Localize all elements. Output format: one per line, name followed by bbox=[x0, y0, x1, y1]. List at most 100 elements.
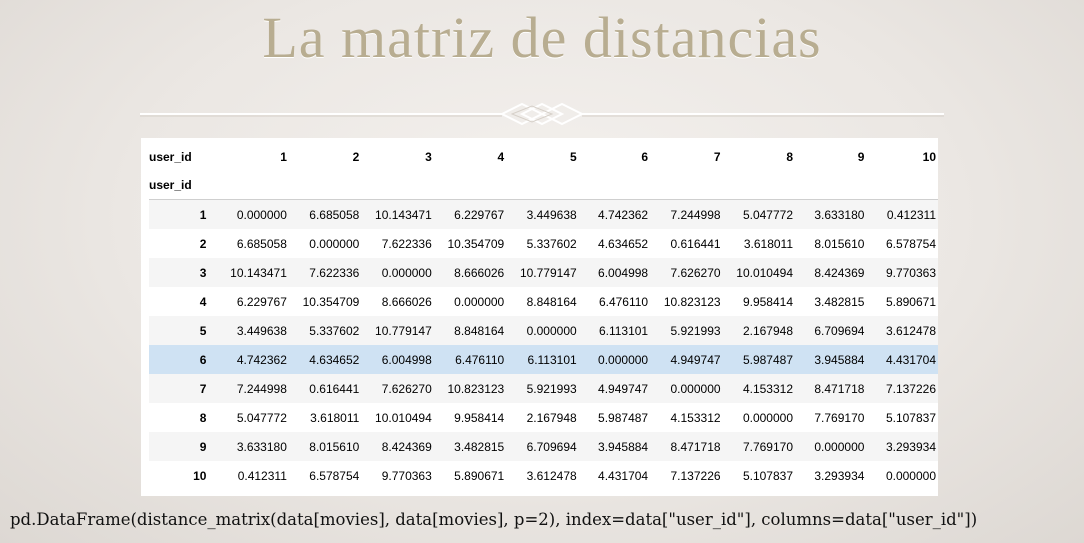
table-cell: 7.769170 bbox=[742, 439, 794, 454]
table-cell: 6.578754 bbox=[309, 468, 360, 483]
table-cell: 4.431704 bbox=[885, 352, 936, 367]
table-cell: 5.337602 bbox=[526, 236, 577, 251]
table-cell: 8.848164 bbox=[526, 294, 577, 309]
table-row: 10 0.412311 6.578754 9.770363 5.890671 3.6124… bbox=[149, 461, 938, 490]
table-row: 1 0.000000 6.685058 10.143471 6.229767 3.4496… bbox=[149, 199, 938, 229]
empty-header-cell bbox=[578, 171, 651, 200]
table-cell: 8.015610 bbox=[309, 439, 360, 454]
table-cell: 3.618011 bbox=[743, 236, 794, 251]
table-cell: 10.779147 bbox=[375, 323, 432, 338]
row-index: 10 bbox=[193, 468, 207, 483]
table-cell: 6.113101 bbox=[598, 323, 649, 338]
table-row: 5 3.449638 5.337602 10.779147 8.848164 0.0000… bbox=[149, 316, 938, 345]
table-cell: 5.921993 bbox=[526, 381, 577, 396]
row-index: 7 bbox=[199, 381, 207, 396]
table-cell: 2.167948 bbox=[742, 323, 794, 338]
table-cell: 2.167948 bbox=[526, 410, 577, 425]
empty-header-cell bbox=[288, 171, 362, 200]
row-index: 4 bbox=[199, 294, 207, 309]
table-cell: 10.354709 bbox=[302, 294, 360, 309]
empty-header-cell bbox=[722, 171, 796, 200]
table-cell: 10.010494 bbox=[375, 410, 432, 425]
table-cell: 7.626270 bbox=[670, 265, 721, 280]
table-cell: 3.449638 bbox=[526, 207, 577, 222]
table-cell: 3.293934 bbox=[885, 439, 936, 454]
column-header: 8 bbox=[786, 150, 794, 164]
table-cell: 3.612478 bbox=[885, 323, 936, 338]
table-cell: 8.666026 bbox=[381, 294, 432, 309]
column-header: 9 bbox=[857, 150, 865, 164]
table-cell: 4.634652 bbox=[598, 236, 649, 251]
table-cell: 9.770363 bbox=[381, 468, 432, 483]
table-cell: 3.449638 bbox=[236, 323, 287, 338]
row-index: 3 bbox=[199, 265, 207, 280]
column-header: 2 bbox=[352, 150, 360, 164]
table-cell: 6.685058 bbox=[236, 236, 287, 251]
empty-header-cell bbox=[216, 171, 289, 200]
table-cell: 0.000000 bbox=[742, 410, 794, 425]
empty-header-cell bbox=[795, 171, 867, 200]
table-cell: 4.431704 bbox=[598, 468, 649, 483]
empty-header-cell bbox=[361, 171, 434, 200]
table-cell: 10.354709 bbox=[447, 236, 505, 251]
table-cell: 9.958414 bbox=[454, 410, 505, 425]
table-row: 4 6.229767 10.354709 8.666026 0.000000 8.8481… bbox=[149, 287, 938, 316]
table-cell: 6.004998 bbox=[381, 352, 432, 367]
table-cell: 6.229767 bbox=[236, 294, 287, 309]
table-cell: 0.000000 bbox=[526, 323, 577, 338]
table-cell: 0.000000 bbox=[236, 207, 287, 222]
table-row: 7 7.244998 0.616441 7.626270 10.823123 5.9219… bbox=[149, 374, 938, 403]
table-row: 9 3.633180 8.015610 8.424369 3.482815 6.70969… bbox=[149, 432, 938, 461]
column-header: 7 bbox=[713, 150, 721, 164]
table-cell: 7.244998 bbox=[236, 381, 287, 396]
table-cell: 9.770363 bbox=[885, 265, 936, 280]
table-cell: 6.113101 bbox=[527, 352, 577, 367]
table-cell: 3.482815 bbox=[454, 439, 505, 454]
table-cell: 10.823123 bbox=[663, 294, 721, 309]
table-row: 6 4.742362 4.634652 6.004998 6.476110 6.11310… bbox=[149, 345, 938, 374]
table-row: 8 5.047772 3.618011 10.010494 9.958414 2.1679… bbox=[149, 403, 938, 432]
table-cell: 4.949747 bbox=[670, 352, 721, 367]
column-header: 1 bbox=[280, 150, 287, 164]
table-cell: 0.000000 bbox=[309, 236, 360, 251]
table-cell: 3.945884 bbox=[814, 352, 865, 367]
table-cell: 8.471718 bbox=[814, 381, 865, 396]
table-cell: 5.107837 bbox=[885, 410, 936, 425]
table-cell: 7.137226 bbox=[885, 381, 936, 396]
table-cell: 7.137226 bbox=[670, 468, 721, 483]
table-cell: 0.000000 bbox=[598, 352, 649, 367]
table-cell: 10.779147 bbox=[519, 265, 577, 280]
table-cell: 0.000000 bbox=[381, 265, 432, 280]
table-cell: 4.742362 bbox=[598, 207, 649, 222]
index-name-label: user_id bbox=[149, 171, 217, 200]
table-cell: 8.471718 bbox=[670, 439, 721, 454]
table-cell: 10.143471 bbox=[230, 265, 287, 280]
table-cell: 7.622336 bbox=[309, 265, 360, 280]
table-cell: 3.618011 bbox=[310, 410, 360, 425]
table-cell: 3.945884 bbox=[598, 439, 649, 454]
table-cell: 5.047772 bbox=[742, 207, 794, 222]
distance-matrix-table: user_id 1 2 3 4 5 6 7 8 9 10 user_id 1 0.000000 6.6… bbox=[149, 143, 938, 490]
table-cell: 4.153312 bbox=[742, 381, 794, 396]
empty-header-cell bbox=[433, 171, 507, 200]
table-cell: 7.622336 bbox=[381, 236, 432, 251]
table-cell: 3.482815 bbox=[814, 294, 865, 309]
table-cell: 10.143471 bbox=[375, 207, 432, 222]
table-cell: 5.047772 bbox=[236, 410, 287, 425]
table-cell: 4.742362 bbox=[236, 352, 287, 367]
table-cell: 10.010494 bbox=[736, 265, 794, 280]
table-cell: 5.890671 bbox=[454, 468, 505, 483]
slide-title: La matriz de distancias bbox=[262, 5, 822, 70]
table-cell: 4.634652 bbox=[309, 352, 360, 367]
table-cell: 0.000000 bbox=[454, 294, 505, 309]
index-name-row: user_id bbox=[149, 171, 938, 200]
row-index: 1 bbox=[199, 207, 207, 222]
ornamental-divider bbox=[140, 102, 944, 126]
row-index: 6 bbox=[199, 352, 207, 367]
empty-header-cell bbox=[650, 171, 723, 200]
dataframe-card: user_id 1 2 3 4 5 6 7 8 9 10 user_id 1 0.000000 6.6… bbox=[141, 138, 938, 496]
row-index: 2 bbox=[199, 236, 207, 251]
row-index: 8 bbox=[199, 410, 207, 425]
table-cell: 5.107837 bbox=[742, 468, 794, 483]
table-body: 1 0.000000 6.685058 10.143471 6.229767 3.4496… bbox=[149, 199, 938, 491]
